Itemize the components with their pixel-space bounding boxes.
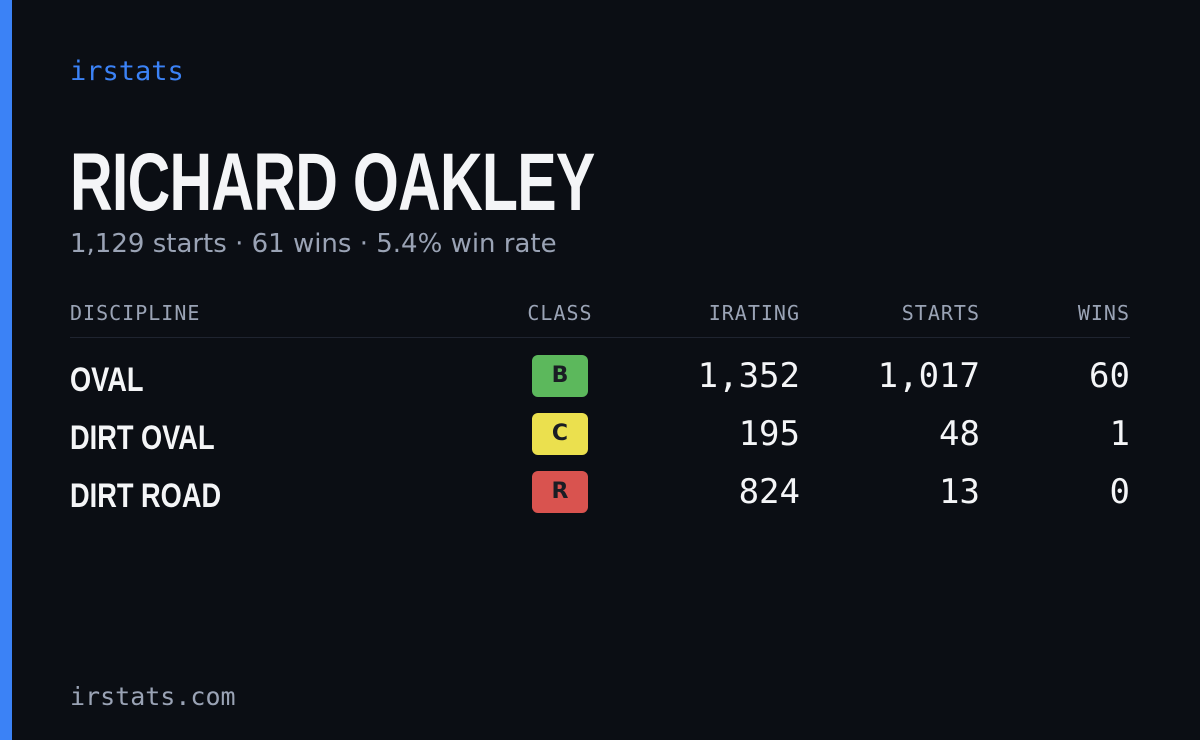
irating-value: 824 — [738, 472, 800, 512]
irating-value: 1,352 — [697, 356, 800, 396]
footer-url: irstats.com — [70, 682, 236, 711]
class-badge: B — [532, 355, 588, 397]
column-header: CLASS — [527, 301, 593, 325]
accent-bar — [0, 0, 12, 740]
column-header: WINS — [1077, 301, 1130, 325]
wins-value: 1 — [1109, 414, 1130, 454]
class-badge: R — [532, 471, 588, 513]
brand: irstats — [70, 56, 184, 87]
column-header: IRATING — [708, 301, 800, 325]
divider — [70, 337, 1130, 338]
irating-value: 195 — [738, 414, 800, 454]
discipline: DIRT ROAD — [70, 477, 222, 515]
starts-value: 48 — [939, 414, 980, 454]
summary: 1,129 starts · 61 wins · 5.4% win rate — [70, 229, 557, 259]
discipline: OVAL — [70, 361, 144, 399]
discipline: DIRT OVAL — [70, 419, 215, 457]
wins-value: 60 — [1089, 356, 1130, 396]
column-header: STARTS — [901, 301, 980, 325]
starts-value: 13 — [939, 472, 980, 512]
column-header: DISCIPLINE — [70, 301, 201, 325]
wins-value: 0 — [1109, 472, 1130, 512]
starts-value: 1,017 — [877, 356, 980, 396]
driver-name: RICHARD OAKLEY — [70, 137, 595, 228]
class-badge: C — [532, 413, 588, 455]
